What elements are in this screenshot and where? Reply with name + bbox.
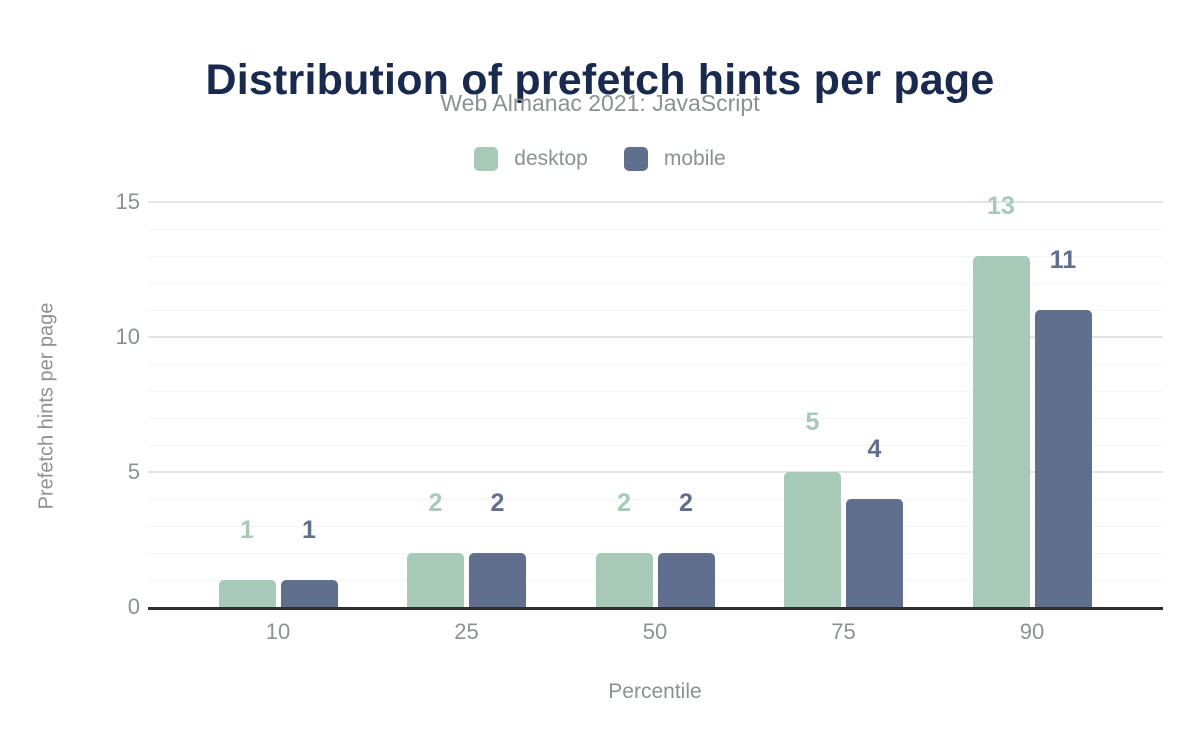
value-label-mobile-p25: 2	[490, 489, 505, 517]
x-tick-10: 10	[265, 619, 291, 644]
bar-mobile-p25[interactable]	[469, 553, 526, 607]
value-label-desktop-p50: 2	[617, 489, 631, 517]
x-tick-25: 25	[454, 619, 479, 644]
gridline-6	[148, 445, 1163, 446]
bar-mobile-p90[interactable]	[1034, 310, 1092, 607]
gridline-3	[148, 526, 1163, 527]
chart-subtitle: Web Almanac 2021: JavaScript	[440, 90, 760, 116]
x-axis-title: Percentile	[608, 680, 702, 703]
gridline-13	[148, 256, 1163, 257]
value-label-mobile-p50: 2	[679, 489, 693, 517]
gridline-14	[148, 229, 1163, 230]
x-axis-line	[148, 607, 1163, 610]
gridline-4	[148, 499, 1163, 500]
chart-title: Distribution of prefetch hints per page	[205, 55, 995, 104]
y-tick-0: 0	[127, 594, 140, 619]
bar-desktop-p75[interactable]	[784, 472, 841, 607]
x-tick-75: 75	[831, 619, 856, 644]
legend-swatch-mobile	[623, 147, 648, 171]
bar-desktop-p50[interactable]	[595, 553, 653, 607]
legend-item-mobile: mobile	[623, 147, 726, 171]
value-label-mobile-p75: 4	[867, 435, 882, 463]
gridline-8	[148, 391, 1163, 392]
value-label-mobile-p90: 11	[1049, 246, 1077, 274]
gridline-12	[148, 283, 1163, 284]
gridline-2	[148, 553, 1163, 554]
bar-mobile-p75[interactable]	[846, 499, 903, 607]
bar-desktop-p90[interactable]	[972, 256, 1030, 607]
bar-mobile-p10[interactable]	[280, 580, 338, 607]
value-label-mobile-p10: 1	[302, 516, 316, 544]
legend-swatch-desktop	[474, 147, 499, 171]
value-label-desktop-p90: 13	[987, 192, 1015, 220]
y-tick-15: 15	[115, 189, 140, 214]
value-label-desktop-p10: 1	[240, 516, 254, 544]
legend-label-desktop: desktop	[514, 147, 588, 170]
x-tick-90: 90	[1019, 619, 1045, 644]
gridline-5	[148, 471, 1163, 473]
gridline-11	[148, 310, 1163, 311]
bar-mobile-p50[interactable]	[657, 553, 715, 607]
bar-desktop-p25[interactable]	[407, 553, 464, 607]
gridline-15	[148, 201, 1163, 203]
x-tick-50: 50	[642, 619, 668, 644]
value-label-desktop-p75: 5	[805, 408, 820, 436]
bar-desktop-p10[interactable]	[218, 580, 276, 607]
y-tick-10: 10	[115, 324, 140, 349]
gridline-10	[148, 336, 1163, 338]
gridline-1	[148, 580, 1163, 581]
value-label-desktop-p25: 2	[428, 489, 443, 517]
gridline-7	[148, 418, 1163, 419]
legend-label-mobile: mobile	[663, 147, 726, 170]
legend-item-desktop: desktop	[474, 147, 588, 171]
gridline-9	[148, 364, 1163, 365]
y-tick-5: 5	[127, 459, 140, 484]
legend: desktop mobile	[0, 146, 1200, 172]
